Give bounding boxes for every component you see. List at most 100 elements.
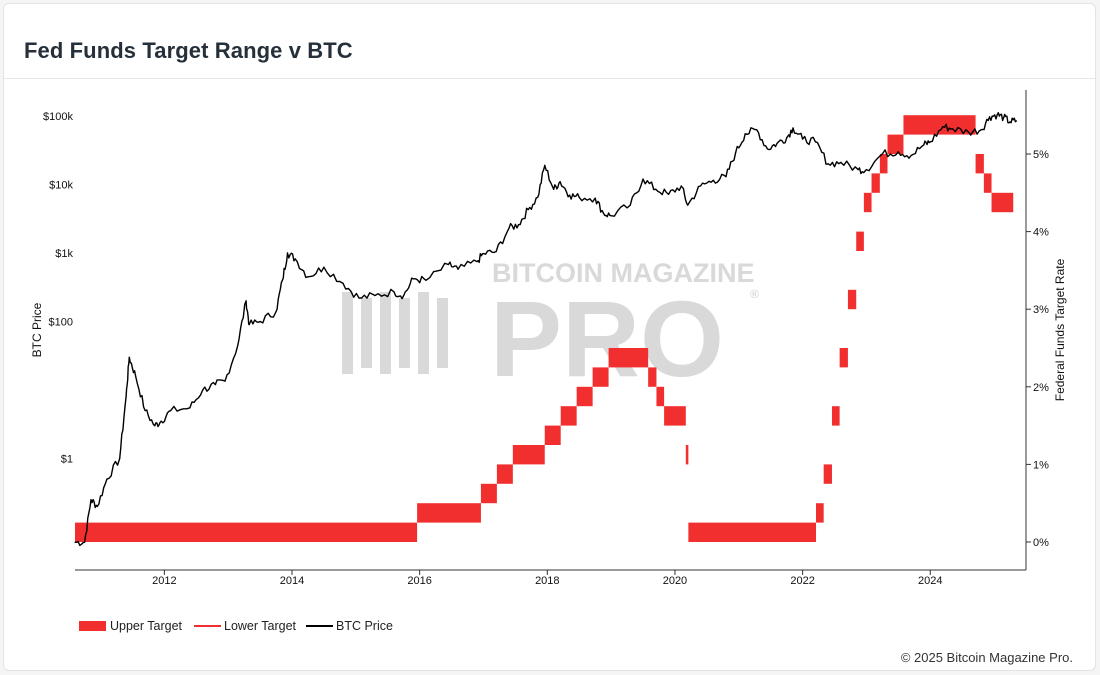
btc-price-point — [802, 138, 804, 140]
watermark-bar — [342, 292, 353, 374]
btc-price-point — [286, 252, 289, 254]
btc-price-point — [128, 356, 130, 358]
btc-price-point — [680, 185, 682, 187]
left-axis-title: BTC Price — [30, 302, 44, 357]
btc-price-point — [96, 505, 98, 507]
btc-price-point — [553, 188, 555, 190]
btc-price-point — [202, 389, 204, 391]
btc-price-point — [980, 129, 982, 131]
x-tick-label: 2012 — [152, 575, 176, 587]
btc-price-point — [281, 279, 284, 281]
btc-price-point — [923, 144, 925, 146]
watermark-mark: ® — [750, 287, 759, 301]
fed-range-step — [512, 445, 545, 465]
btc-price-point — [323, 266, 325, 268]
watermark-line1: BITCOIN MAGAZINE — [492, 258, 755, 288]
btc-price-point — [495, 250, 497, 253]
btc-price-point — [374, 294, 376, 297]
btc-price-point — [910, 154, 912, 157]
right-axis-title: Federal Funds Target Rate — [1053, 258, 1067, 401]
btc-price-point — [425, 279, 427, 281]
fed-range-step — [975, 154, 984, 174]
fed-range-step — [991, 192, 1014, 213]
btc-price-point — [248, 324, 250, 326]
fed-range-step — [871, 173, 880, 193]
fed-range-step — [887, 134, 904, 154]
fed-range-step — [839, 348, 848, 368]
legend-label-btc: BTC Price — [336, 619, 393, 633]
fed-range-step — [544, 425, 561, 445]
watermark-bar — [361, 298, 372, 368]
btc-price-point — [214, 383, 217, 386]
fed-range-step — [847, 289, 857, 310]
fed-range-step — [879, 154, 888, 174]
btc-price-point — [170, 410, 172, 412]
btc-price-point — [929, 141, 931, 143]
btc-price-point — [237, 344, 239, 346]
btc-price-point — [602, 212, 605, 214]
btc-price-point — [776, 142, 778, 144]
btc-price-point — [135, 375, 137, 377]
btc-price-point — [476, 260, 478, 263]
watermark-bar — [380, 292, 391, 374]
btc-price-point — [275, 310, 277, 313]
right-tick-label: 1% — [1033, 459, 1049, 471]
fed-range-step — [560, 406, 577, 426]
x-tick-label: 2020 — [663, 575, 687, 587]
btc-price-point — [840, 161, 842, 164]
fed-range-step — [648, 367, 657, 387]
left-tick-label: $1k — [55, 248, 73, 260]
x-tick-label: 2014 — [280, 575, 304, 587]
btc-price-point — [967, 131, 970, 133]
fed-range-series — [75, 115, 1014, 542]
legend-label-lower: Lower Target — [224, 619, 297, 633]
btc-price-point — [125, 396, 127, 398]
btc-price-point — [655, 188, 657, 190]
btc-price-point — [259, 320, 261, 323]
btc-price-point — [224, 380, 226, 382]
left-tick-label: $10k — [49, 180, 73, 192]
fed-range-step — [816, 503, 824, 523]
fed-range-step — [576, 386, 593, 407]
watermark-logo — [342, 292, 448, 374]
btc-price-point — [160, 420, 162, 422]
btc-price-point — [792, 127, 794, 129]
left-tick-label: $100 — [49, 317, 73, 329]
btc-price-point — [865, 169, 868, 171]
btc-price-point — [610, 215, 612, 217]
btc-price-point — [786, 137, 788, 139]
btc-price-point — [814, 141, 816, 143]
btc-price-point — [744, 133, 746, 135]
left-tick-label: $100k — [43, 111, 73, 123]
btc-price-point — [393, 291, 395, 293]
chart-title: Fed Funds Target Range v BTC — [24, 38, 353, 63]
fed-range-step — [664, 406, 686, 426]
btc-price-point — [544, 164, 546, 167]
btc-price-point — [245, 300, 247, 302]
right-tick-label: 3% — [1033, 304, 1049, 316]
card-header: Fed Funds Target Range v BTC — [4, 4, 1095, 79]
btc-price-point — [342, 282, 344, 284]
btc-price-point — [989, 116, 991, 118]
btc-price-point — [952, 128, 954, 130]
btc-price-point — [857, 169, 859, 171]
btc-price-point — [508, 227, 510, 229]
btc-price-point — [412, 278, 414, 280]
btc-price-point — [106, 478, 108, 480]
x-tick-label: 2022 — [790, 575, 814, 587]
btc-price-point — [1015, 120, 1018, 122]
btc-price-point — [578, 196, 580, 198]
fed-range-step — [656, 386, 665, 407]
btc-price-point — [447, 263, 449, 266]
x-tick-label: 2024 — [918, 575, 942, 587]
btc-price-point — [457, 268, 459, 270]
fed-range-step — [823, 464, 832, 484]
btc-price-point — [827, 163, 829, 165]
btc-price-point — [537, 196, 539, 198]
btc-price-point — [687, 204, 689, 206]
btc-price-point — [83, 541, 86, 543]
btc-price-point — [629, 204, 631, 206]
btc-price-point — [734, 152, 737, 154]
